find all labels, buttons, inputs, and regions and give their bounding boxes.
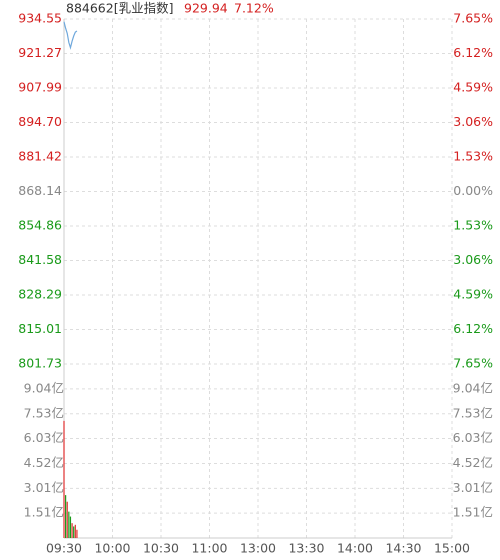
y-tick-label: 1.51亿 <box>453 505 493 520</box>
y2-tick-label: 7.65% <box>453 11 493 26</box>
y2-tick-label: 3.06% <box>453 252 493 267</box>
y-tick-label: 3.01亿 <box>453 480 493 495</box>
volume-bar <box>74 524 76 538</box>
y-tick-label: 1.51亿 <box>24 505 64 520</box>
y2-tick-label: 0.00% <box>453 183 493 198</box>
volume-bar <box>66 501 68 538</box>
y2-tick-label: 3.06% <box>453 114 493 129</box>
y2-tick-label: 7.65% <box>453 356 493 371</box>
volume-bar <box>71 523 73 538</box>
volume-bar <box>63 420 65 538</box>
y-tick-label: 881.42 <box>18 149 62 164</box>
volume-bar <box>69 516 72 538</box>
x-tick-label: 13:30 <box>288 541 324 556</box>
y-tick-label: 3.01亿 <box>24 480 64 495</box>
x-tick-label: 09:30 <box>46 541 82 556</box>
price-line <box>63 21 78 50</box>
y2-tick-label: 4.59% <box>453 287 493 302</box>
y-tick-label: 4.52亿 <box>453 455 493 470</box>
y-tick-label: 894.70 <box>18 114 62 129</box>
x-tick-label: 10:00 <box>94 541 130 556</box>
y-tick-label: 6.03亿 <box>24 430 64 445</box>
y-tick-label: 815.01 <box>18 321 62 336</box>
y2-tick-label: 6.12% <box>453 321 493 336</box>
y2-tick-label: 1.53% <box>453 149 493 164</box>
y2-tick-label: 4.59% <box>453 80 493 95</box>
volume-bar <box>73 526 75 538</box>
y-tick-label: 868.14 <box>18 183 62 198</box>
y-tick-label: 841.58 <box>18 252 62 267</box>
volume-bar <box>68 511 70 538</box>
x-tick-label: 14:30 <box>385 541 421 556</box>
y-tick-label: 801.73 <box>18 356 62 371</box>
y-tick-label: 7.53亿 <box>24 405 64 420</box>
y-tick-label: 907.99 <box>18 79 62 94</box>
volume-bar <box>65 495 67 538</box>
y-tick-label: 9.04亿 <box>453 380 493 395</box>
x-tick-label: 10:30 <box>143 541 179 556</box>
index-name: 884662[乳业指数] <box>66 1 173 16</box>
y-tick-label: 7.53亿 <box>453 405 493 420</box>
y-tick-label: 854.86 <box>18 217 62 232</box>
y-tick-label: 934.55 <box>18 11 62 26</box>
x-tick-label: 14:00 <box>337 541 373 556</box>
y-tick-label: 828.29 <box>18 287 62 302</box>
last-change: 7.12% <box>234 1 274 16</box>
x-tick-label: 13:00 <box>240 541 276 556</box>
last-price: 929.94 <box>184 1 228 16</box>
volume-bar <box>76 529 78 538</box>
y-tick-label: 9.04亿 <box>24 380 64 395</box>
x-tick-label: 15:00 <box>434 541 470 556</box>
y2-tick-label: 1.53% <box>453 218 493 233</box>
x-tick-label: 11:00 <box>191 541 227 556</box>
y-tick-label: 6.03亿 <box>453 430 493 445</box>
y-tick-label: 4.52亿 <box>24 455 64 470</box>
y2-tick-label: 6.12% <box>453 45 493 60</box>
y-tick-label: 921.27 <box>18 45 62 60</box>
